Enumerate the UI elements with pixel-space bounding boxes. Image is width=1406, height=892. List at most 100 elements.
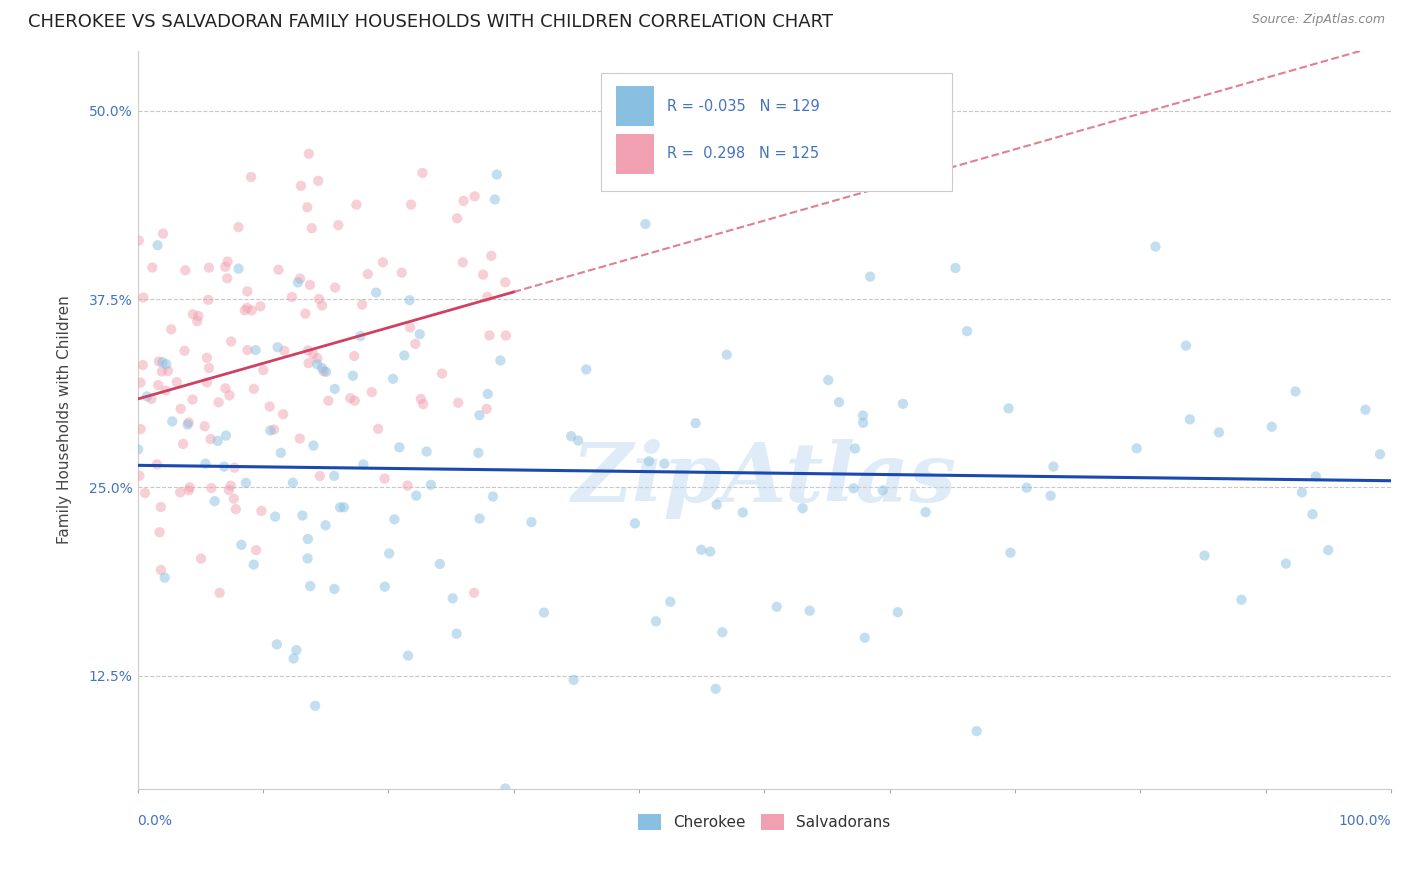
Point	[477, 290, 499, 304]
Point	[792, 501, 814, 516]
Point	[872, 483, 894, 498]
Point	[349, 329, 371, 343]
Point	[231, 538, 253, 552]
Point	[150, 365, 173, 379]
Point	[659, 595, 682, 609]
Point	[945, 260, 967, 275]
Point	[398, 293, 420, 308]
Point	[132, 291, 155, 305]
Point	[200, 432, 222, 446]
Point	[212, 459, 235, 474]
Point	[288, 271, 311, 285]
Bar	[616, 86, 654, 127]
Point	[1039, 489, 1062, 503]
Point	[152, 227, 174, 241]
Point	[1275, 557, 1298, 571]
Point	[218, 483, 240, 497]
Point	[287, 276, 309, 290]
Point	[315, 365, 337, 379]
Point	[218, 388, 240, 402]
Point	[409, 392, 432, 406]
Point	[404, 337, 426, 351]
Point	[430, 367, 453, 381]
Point	[1125, 442, 1147, 456]
Point	[352, 298, 374, 312]
Point	[346, 197, 368, 211]
Point	[127, 442, 149, 457]
Point	[172, 437, 194, 451]
Legend: Cherokee, Salvadorans: Cherokee, Salvadorans	[633, 808, 897, 836]
Point	[162, 414, 184, 428]
Point	[1230, 592, 1253, 607]
Point	[699, 544, 721, 558]
Point	[533, 606, 555, 620]
Point	[176, 417, 198, 432]
Point	[298, 146, 321, 161]
Point	[174, 263, 197, 277]
Point	[378, 547, 401, 561]
Point	[170, 401, 193, 416]
Point	[1042, 459, 1064, 474]
Point	[1369, 447, 1392, 461]
Point	[228, 220, 250, 235]
Point	[267, 262, 290, 277]
Point	[271, 407, 294, 421]
Text: R =  0.298   N = 125: R = 0.298 N = 125	[666, 146, 818, 161]
Point	[1261, 419, 1284, 434]
Point	[150, 355, 173, 369]
Point	[128, 234, 150, 248]
Point	[352, 458, 374, 472]
Point	[283, 651, 305, 665]
Point	[288, 432, 311, 446]
Point	[235, 475, 257, 490]
Point	[302, 347, 325, 361]
Point	[273, 343, 295, 358]
Point	[451, 255, 474, 269]
Point	[1175, 339, 1198, 353]
Point	[323, 582, 346, 596]
Point	[415, 444, 437, 458]
Point	[307, 174, 329, 188]
Point	[308, 292, 330, 306]
Point	[207, 395, 229, 409]
Point	[243, 382, 266, 396]
Point	[281, 290, 304, 304]
Point	[399, 320, 422, 334]
Point	[149, 500, 172, 514]
Point	[828, 395, 851, 409]
Point	[966, 724, 988, 739]
Point	[371, 255, 394, 269]
Point	[731, 505, 754, 519]
Point	[716, 348, 738, 362]
Text: 100.0%: 100.0%	[1339, 814, 1391, 828]
Point	[141, 260, 163, 275]
Point	[852, 409, 875, 423]
Point	[382, 372, 405, 386]
Point	[297, 551, 319, 566]
Point	[704, 681, 727, 696]
Point	[266, 637, 288, 651]
Point	[645, 615, 668, 629]
Point	[1015, 481, 1038, 495]
Point	[690, 542, 713, 557]
Point	[156, 364, 179, 378]
Point	[1000, 546, 1022, 560]
Point	[141, 392, 163, 406]
Point	[478, 328, 501, 343]
Point	[297, 200, 319, 214]
Point	[294, 307, 316, 321]
Point	[264, 509, 287, 524]
Point	[467, 446, 489, 460]
Point	[396, 648, 419, 663]
Point	[311, 299, 333, 313]
Point	[342, 368, 364, 383]
Point	[1144, 239, 1167, 253]
Point	[195, 376, 218, 390]
Point	[391, 266, 413, 280]
Point	[299, 579, 322, 593]
Point	[297, 356, 319, 370]
Point	[179, 480, 201, 494]
FancyBboxPatch shape	[602, 73, 952, 191]
Point	[194, 419, 217, 434]
Point	[224, 460, 246, 475]
